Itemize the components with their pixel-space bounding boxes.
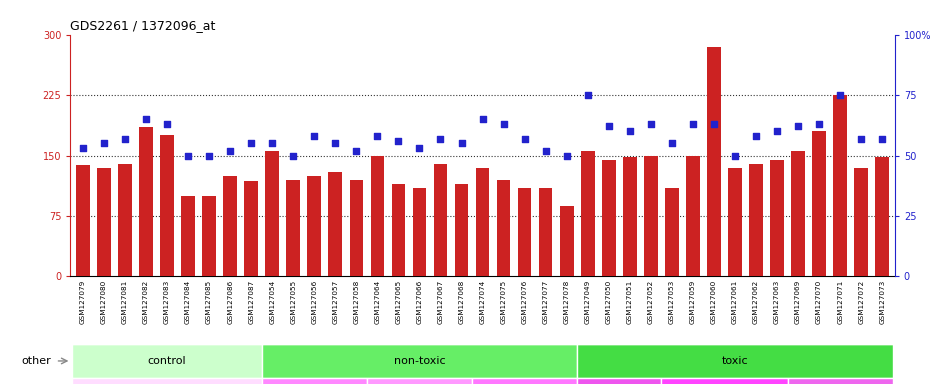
Bar	[769, 160, 783, 276]
Point	[832, 92, 847, 98]
Bar	[118, 164, 132, 276]
Bar	[139, 127, 153, 276]
Bar	[812, 131, 825, 276]
Point	[96, 141, 111, 147]
Point	[159, 121, 174, 127]
Bar	[518, 188, 531, 276]
Bar	[685, 156, 699, 276]
Point	[201, 152, 216, 159]
Point	[390, 138, 405, 144]
Text: non-toxic: non-toxic	[393, 356, 445, 366]
Point	[664, 141, 679, 147]
Point	[495, 121, 510, 127]
Point	[579, 92, 594, 98]
Bar	[472, 378, 577, 384]
Bar	[874, 157, 888, 276]
Bar	[412, 188, 426, 276]
Point	[117, 136, 132, 142]
Bar	[454, 184, 468, 276]
Point	[285, 152, 300, 159]
Point	[265, 141, 280, 147]
Bar	[433, 164, 446, 276]
Bar	[97, 168, 110, 276]
Point	[790, 123, 805, 129]
Point	[370, 133, 385, 139]
Point	[432, 136, 447, 142]
Bar	[854, 168, 867, 276]
Point	[537, 147, 552, 154]
Point	[748, 133, 763, 139]
Bar	[538, 188, 552, 276]
Bar	[202, 196, 215, 276]
Point	[328, 141, 343, 147]
Text: control: control	[148, 356, 186, 366]
Point	[622, 128, 636, 134]
Point	[643, 121, 658, 127]
Text: GDS2261 / 1372096_at: GDS2261 / 1372096_at	[70, 19, 215, 32]
Bar	[496, 180, 510, 276]
Bar	[160, 136, 174, 276]
Text: other: other	[22, 356, 51, 366]
Point	[75, 145, 90, 151]
Point	[684, 121, 699, 127]
Bar	[265, 152, 279, 276]
Point	[517, 136, 532, 142]
Bar	[370, 156, 384, 276]
Point	[811, 121, 826, 127]
Bar	[329, 172, 342, 276]
Bar	[391, 184, 404, 276]
Bar	[622, 157, 636, 276]
Bar	[286, 180, 300, 276]
Bar	[181, 196, 195, 276]
Point	[223, 147, 238, 154]
Bar	[665, 188, 678, 276]
Text: toxic: toxic	[721, 356, 748, 366]
Bar	[577, 344, 892, 378]
Bar	[349, 180, 363, 276]
Point	[853, 136, 868, 142]
Bar	[559, 205, 573, 276]
Bar	[643, 156, 657, 276]
Point	[475, 116, 490, 122]
Point	[706, 121, 721, 127]
Bar	[707, 47, 720, 276]
Point	[768, 128, 783, 134]
Bar	[832, 95, 846, 276]
Point	[559, 152, 574, 159]
Point	[139, 116, 154, 122]
Bar	[72, 344, 261, 378]
Bar	[475, 168, 489, 276]
Point	[412, 145, 427, 151]
Bar	[749, 164, 762, 276]
Bar	[76, 165, 90, 276]
Point	[306, 133, 321, 139]
Point	[874, 136, 889, 142]
Point	[454, 141, 469, 147]
Bar	[601, 160, 615, 276]
Point	[601, 123, 616, 129]
Point	[181, 152, 196, 159]
Bar	[244, 181, 257, 276]
Point	[243, 141, 258, 147]
Bar	[727, 168, 741, 276]
Bar	[577, 378, 661, 384]
Bar	[223, 176, 237, 276]
Bar	[367, 378, 472, 384]
Point	[726, 152, 741, 159]
Bar	[787, 378, 892, 384]
Bar	[580, 152, 594, 276]
Bar	[790, 152, 804, 276]
Bar	[261, 344, 577, 378]
Bar	[261, 378, 367, 384]
Bar	[72, 378, 261, 384]
Point	[348, 147, 363, 154]
Bar	[307, 176, 321, 276]
Bar	[661, 378, 787, 384]
